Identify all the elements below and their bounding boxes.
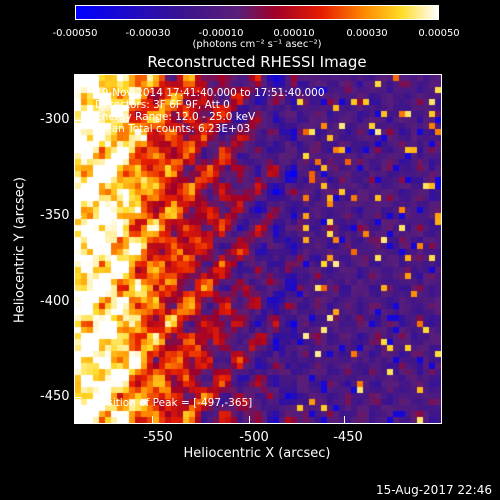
x-tick-label: -500 — [239, 430, 269, 445]
reconstructed-image-heatmap — [75, 75, 441, 423]
image-plot-area: 29-Nov-2014 17:41:40.000 to 17:51:40.000… — [74, 74, 442, 424]
y-tick-mark — [74, 397, 82, 398]
colorbar-tick-label: -0.00030 — [125, 28, 171, 39]
y-tick-mark — [74, 216, 82, 217]
observation-info: 29-Nov-2014 17:41:40.000 to 17:51:40.000… — [95, 87, 325, 135]
y-tick-label: -300 — [40, 112, 70, 127]
y-axis-label: Heliocentric Y (arcsec) — [12, 177, 28, 323]
detectors-text: Detectors: 3F 6F 9F, Att 0 — [95, 99, 230, 111]
x-tick-label: -450 — [333, 430, 363, 445]
y-tick-label: -450 — [40, 389, 70, 404]
x-axis-label: Heliocentric X (arcsec) — [183, 446, 331, 461]
energy-range-text: Energy Range: 12.0 - 25.0 keV — [95, 111, 256, 123]
x-tick-mark — [344, 416, 345, 424]
y-tick-label: -350 — [40, 208, 70, 223]
colorbar-tick-label: -0.00010 — [198, 28, 244, 39]
colorbar-tick-label: -0.00050 — [52, 28, 98, 39]
y-tick-mark — [74, 120, 82, 121]
plot-date-stamp: 15-Aug-2017 22:46 — [375, 483, 492, 497]
colorbar-unit-label: (photons cm⁻² s⁻¹ asec⁻²) — [192, 39, 322, 50]
time-range-text: 29-Nov-2014 17:41:40.000 to 17:51:40.000 — [95, 87, 325, 99]
plot-title: Reconstructed RHESSI Image — [147, 53, 367, 71]
clean-counts-text: Clean Total counts: 6.23E+03 — [95, 123, 251, 135]
y-tick-label: -400 — [40, 294, 70, 309]
y-tick-mark — [74, 302, 82, 303]
colorbar-tick-label: 0.00030 — [346, 28, 388, 39]
peak-position-text: Position of Peak = [-497,-365] — [95, 397, 253, 409]
x-tick-mark — [249, 416, 250, 424]
x-tick-label: -550 — [143, 430, 173, 445]
colorbar-tick-label: 0.00050 — [418, 28, 460, 39]
x-tick-mark — [152, 416, 153, 424]
colorbar-tick-label: 0.00010 — [273, 28, 315, 39]
colorbar — [75, 5, 439, 20]
